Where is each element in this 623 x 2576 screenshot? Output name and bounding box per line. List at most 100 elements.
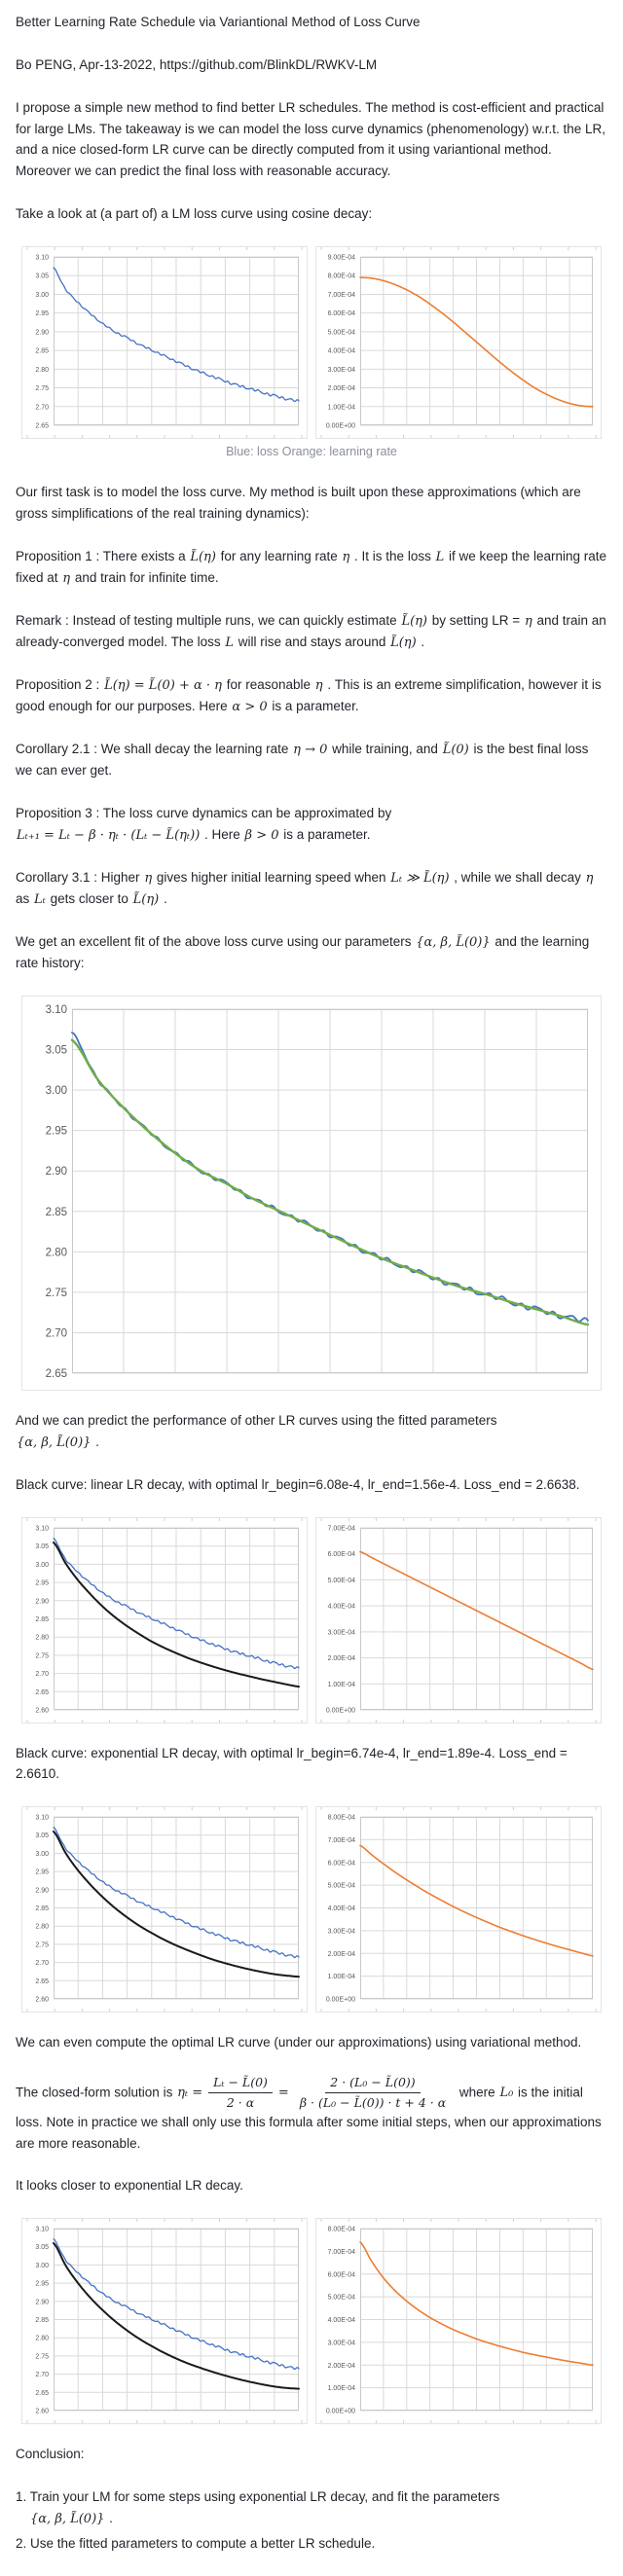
y-tick-label: 2.75 xyxy=(35,2354,49,2361)
math-inline: ηₜ = xyxy=(177,2086,203,2101)
y-tick-label: 2.75 xyxy=(35,1652,49,1659)
series-training-loss-cosine-lr- xyxy=(53,2238,300,2371)
math-inline: η xyxy=(524,613,532,629)
text-span: is the best final loss we can ever get. xyxy=(16,742,589,779)
text-span: . xyxy=(92,1433,99,1449)
conclusion-item-2: 2. Use the fitted parameters to compute … xyxy=(16,2533,607,2555)
y-tick-label: 3.00 xyxy=(46,1085,67,1097)
math-inline: η xyxy=(144,870,153,886)
y-tick-label: 3.00E-04 xyxy=(328,1929,356,1936)
text-span: Proposition 1 : There exists a xyxy=(16,548,190,563)
y-tick-label: 2.65 xyxy=(46,1368,67,1380)
y-tick-label: 4.00E-04 xyxy=(328,1905,356,1912)
series-learning-rate-cosine-decay- xyxy=(359,276,594,408)
chart-canvas: 3.10 3.05 3.00 2.95 2.90 2.85 2.80 2.75 2.70 2.65… xyxy=(21,1806,308,2014)
y-tick-label: 2.95 xyxy=(35,2281,49,2288)
text-span: while training, and xyxy=(328,742,442,757)
series-predicted-loss-exponential-lr-decay-loss-end-2-6610 xyxy=(53,1831,300,1978)
text-span: will rise and stays around xyxy=(235,634,390,649)
closed-form-formula-paragraph: The closed-form solution is ηₜ = Lₜ − L̃(… xyxy=(16,2075,607,2154)
y-tick-label: 3.00E-04 xyxy=(328,367,356,374)
y-tick-label: 2.75 xyxy=(35,385,49,392)
figure-cosine-pair: 3.10 3.05 3.00 2.95 2.90 2.85 2.80 2.75 2.70 2.65… xyxy=(16,246,607,458)
y-tick-label: 6.00E-04 xyxy=(328,310,356,317)
y-tick-label: 3.05 xyxy=(35,2244,49,2251)
y-tick-label: 8.00E-04 xyxy=(328,1815,356,1822)
text-span: We get an excellent fit of the above los… xyxy=(16,933,416,949)
math-inline: Lₜ xyxy=(34,891,46,907)
y-tick-label: 2.00E-04 xyxy=(328,1655,356,1662)
chart-lr-linear: 7.00E-04 6.00E-04 5.00E-04 4.00E-04 3.00E-04… xyxy=(315,1516,602,1723)
y-tick-label: 2.70 xyxy=(35,404,49,411)
chart-canvas: 8.00E-04 7.00E-04 6.00E-04 5.00E-04 4.00E-04… xyxy=(315,2218,602,2425)
math-inline: Lₜ₊₁ = Lₜ − β · ηₜ · (Lₜ − L̃(ηₜ)) xyxy=(17,827,201,843)
y-tick-label: 2.75 xyxy=(35,1942,49,1949)
text-span: The closed-form solution is xyxy=(16,2085,177,2100)
y-tick-label: 0.00E+00 xyxy=(326,1707,355,1714)
y-tick-label: 2.00E-04 xyxy=(328,2363,356,2370)
text-span: is a parameter. xyxy=(279,826,371,842)
y-tick-label: 3.10 xyxy=(35,255,49,262)
y-tick-label: 7.00E-04 xyxy=(328,292,356,299)
text-span: for any learning rate xyxy=(216,548,342,563)
chart-canvas: 3.10 3.05 3.00 2.95 2.90 2.85 2.80 2.75 2.70 2.65… xyxy=(21,1516,308,1723)
y-tick-label: 2.80 xyxy=(35,2336,49,2342)
y-tick-label: 3.10 xyxy=(35,1815,49,1822)
y-tick-label: 2.90 xyxy=(35,329,49,336)
y-tick-label: 5.00E-04 xyxy=(328,329,356,336)
take-a-look-paragraph: Take a look at (a part of) a LM loss cur… xyxy=(16,206,373,222)
text-span: 2. Use the fitted parameters to compute … xyxy=(16,2536,376,2552)
text-span: Proposition 3 : The loss curve dynamics … xyxy=(16,805,392,820)
first-task-paragraph: Our first task is to model the loss curv… xyxy=(16,485,581,521)
predict-paragraph: And we can predict the performance of ot… xyxy=(16,1410,607,1453)
conclusion-heading: Conclusion: xyxy=(16,2447,85,2462)
page-title: Better Learning Rate Schedule via Varian… xyxy=(16,15,421,29)
y-tick-label: 2.70 xyxy=(46,1327,67,1339)
y-tick-label: 4.00E-04 xyxy=(328,2317,356,2324)
text-span: Remark : Instead of testing multiple run… xyxy=(16,612,401,628)
y-tick-label: 3.05 xyxy=(46,1044,67,1056)
y-tick-label: 2.85 xyxy=(46,1207,67,1218)
y-tick-label: 2.60 xyxy=(35,1707,49,1714)
y-tick-label: 2.95 xyxy=(35,1869,49,1876)
y-tick-label: 5.00E-04 xyxy=(328,1578,356,1584)
figure-fit: 3.10 3.05 3.00 2.95 2.90 2.85 2.80 2.75 2.70 2.65 xyxy=(16,995,607,1391)
y-tick-label: 6.00E-04 xyxy=(328,1551,356,1558)
math-inline: L̃(η) xyxy=(401,613,428,629)
conclusion-item-1: 1. Train your LM for some steps using ex… xyxy=(16,2486,607,2529)
y-tick-label: 2.00E-04 xyxy=(328,1951,356,1958)
y-tick-label: 2.95 xyxy=(35,1579,49,1586)
text-span: . This is an extreme simplification, how… xyxy=(16,676,602,713)
y-tick-label: 8.00E-04 xyxy=(328,2227,356,2233)
y-tick-label: 2.00E-04 xyxy=(328,385,356,392)
math-inline: η xyxy=(585,870,594,886)
y-tick-label: 2.80 xyxy=(35,1634,49,1641)
chart-loss-optimal-pred: 3.10 3.05 3.00 2.95 2.90 2.85 2.80 2.75 2.70 2.65… xyxy=(21,2218,308,2425)
y-tick-label: 2.90 xyxy=(35,1598,49,1605)
y-tick-label: 6.00E-04 xyxy=(328,1861,356,1868)
text-span: . It is the loss xyxy=(350,548,435,563)
y-tick-label: 2.65 xyxy=(35,1688,49,1695)
text-span: gets closer to xyxy=(46,890,132,906)
math-fraction: 2 · (L₀ − L̃(0)) β · (L₀ − L̃(0)) · t + 4… xyxy=(299,2075,447,2111)
math-inline: L̃(η) xyxy=(390,635,417,650)
text-span: is the initial loss. Note in practice we… xyxy=(16,2085,602,2151)
chart-canvas: 3.10 3.05 3.00 2.95 2.90 2.85 2.80 2.75 2.70 2.65 xyxy=(21,246,308,440)
chart-row-optimal: 3.10 3.05 3.00 2.95 2.90 2.85 2.80 2.75 2.70 2.65… xyxy=(16,2218,607,2425)
text-span: , while we shall decay xyxy=(450,869,585,885)
chart-canvas: 8.00E-04 7.00E-04 6.00E-04 5.00E-04 4.00E-04… xyxy=(315,1806,602,2014)
y-tick-label: 2.70 xyxy=(35,2372,49,2378)
y-tick-label: 2.90 xyxy=(35,1888,49,1895)
y-tick-label: 7.00E-04 xyxy=(328,1837,356,1844)
y-tick-label: 2.85 xyxy=(35,348,49,355)
chart-row-cosine: 3.10 3.05 3.00 2.95 2.90 2.85 2.80 2.75 2.70 2.65… xyxy=(16,246,607,440)
y-tick-label: 2.80 xyxy=(46,1247,67,1258)
y-tick-label: 1.00E-04 xyxy=(328,1974,356,1980)
text-span: if we keep the learning rate fixed at xyxy=(16,548,607,585)
y-tick-label: 3.00 xyxy=(35,1561,49,1568)
figure-linear-pair: 3.10 3.05 3.00 2.95 2.90 2.85 2.80 2.75 2.70 2.65… xyxy=(16,1516,607,1723)
closer-exponential-paragraph: It looks closer to exponential LR decay. xyxy=(16,2178,243,2194)
text-span: 1. Train your LM for some steps using ex… xyxy=(16,2489,500,2505)
text-span: as xyxy=(16,890,34,906)
text-span: by setting LR = xyxy=(428,612,524,628)
